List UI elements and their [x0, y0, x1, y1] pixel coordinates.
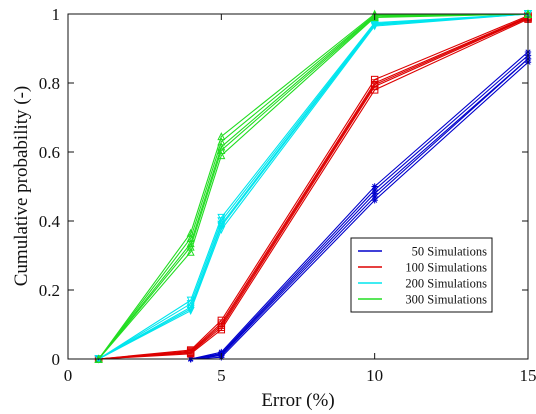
data-point [371, 193, 378, 201]
plot-frame [67, 13, 529, 360]
series-3 [94, 10, 533, 364]
series-line [98, 15, 529, 360]
legend-label: 100 Simulations [405, 261, 487, 275]
data-point [186, 247, 195, 256]
data-point [370, 75, 379, 84]
data-point [371, 183, 378, 190]
x-tick-label: 15 [520, 366, 536, 385]
series-line [98, 13, 529, 360]
x-tick-label: 5 [217, 366, 226, 385]
y-tick-label: 0.6 [39, 143, 60, 162]
data-point [371, 186, 378, 194]
y-tick-label: 0.8 [39, 74, 60, 93]
axes-layer: 0 5 10 15 0 0.2 0.4 0.6 0.8 1 [39, 5, 536, 385]
y-tick-label: 0 [52, 350, 61, 369]
legend-items: 50 Simulations 100 Simulations 200 Simulat… [358, 245, 487, 307]
series-line [98, 16, 529, 360]
series-line [98, 18, 529, 360]
x-tick-label: 10 [366, 366, 383, 385]
series-line [98, 51, 529, 360]
data-point [217, 316, 226, 325]
x-axis-title: Error (%) [261, 390, 334, 411]
series-1 [95, 48, 532, 363]
data-point [186, 296, 195, 305]
data-point [186, 228, 195, 237]
series-line [98, 13, 529, 360]
y-axis-title: Cumulative probability (-) [11, 86, 32, 287]
data-point [371, 197, 378, 204]
legend: 50 Simulations 100 Simulations 200 Simulat… [350, 237, 493, 313]
legend-label: 300 Simulations [405, 293, 487, 307]
data-point [186, 239, 195, 248]
data-point [218, 348, 225, 356]
data-point [217, 132, 226, 141]
series-2 [94, 12, 532, 363]
legend-label: 200 Simulations [405, 277, 487, 291]
data-point [186, 346, 195, 354]
y-tick-label: 0.2 [39, 281, 60, 300]
y-tick-label: 1 [52, 5, 61, 24]
legend-label: 50 Simulations [412, 245, 487, 259]
x-tick-label: 0 [64, 366, 73, 385]
data-point [186, 233, 195, 242]
y-tick-label: 0.4 [39, 212, 61, 231]
data-point [217, 213, 226, 222]
data-point [371, 190, 378, 197]
